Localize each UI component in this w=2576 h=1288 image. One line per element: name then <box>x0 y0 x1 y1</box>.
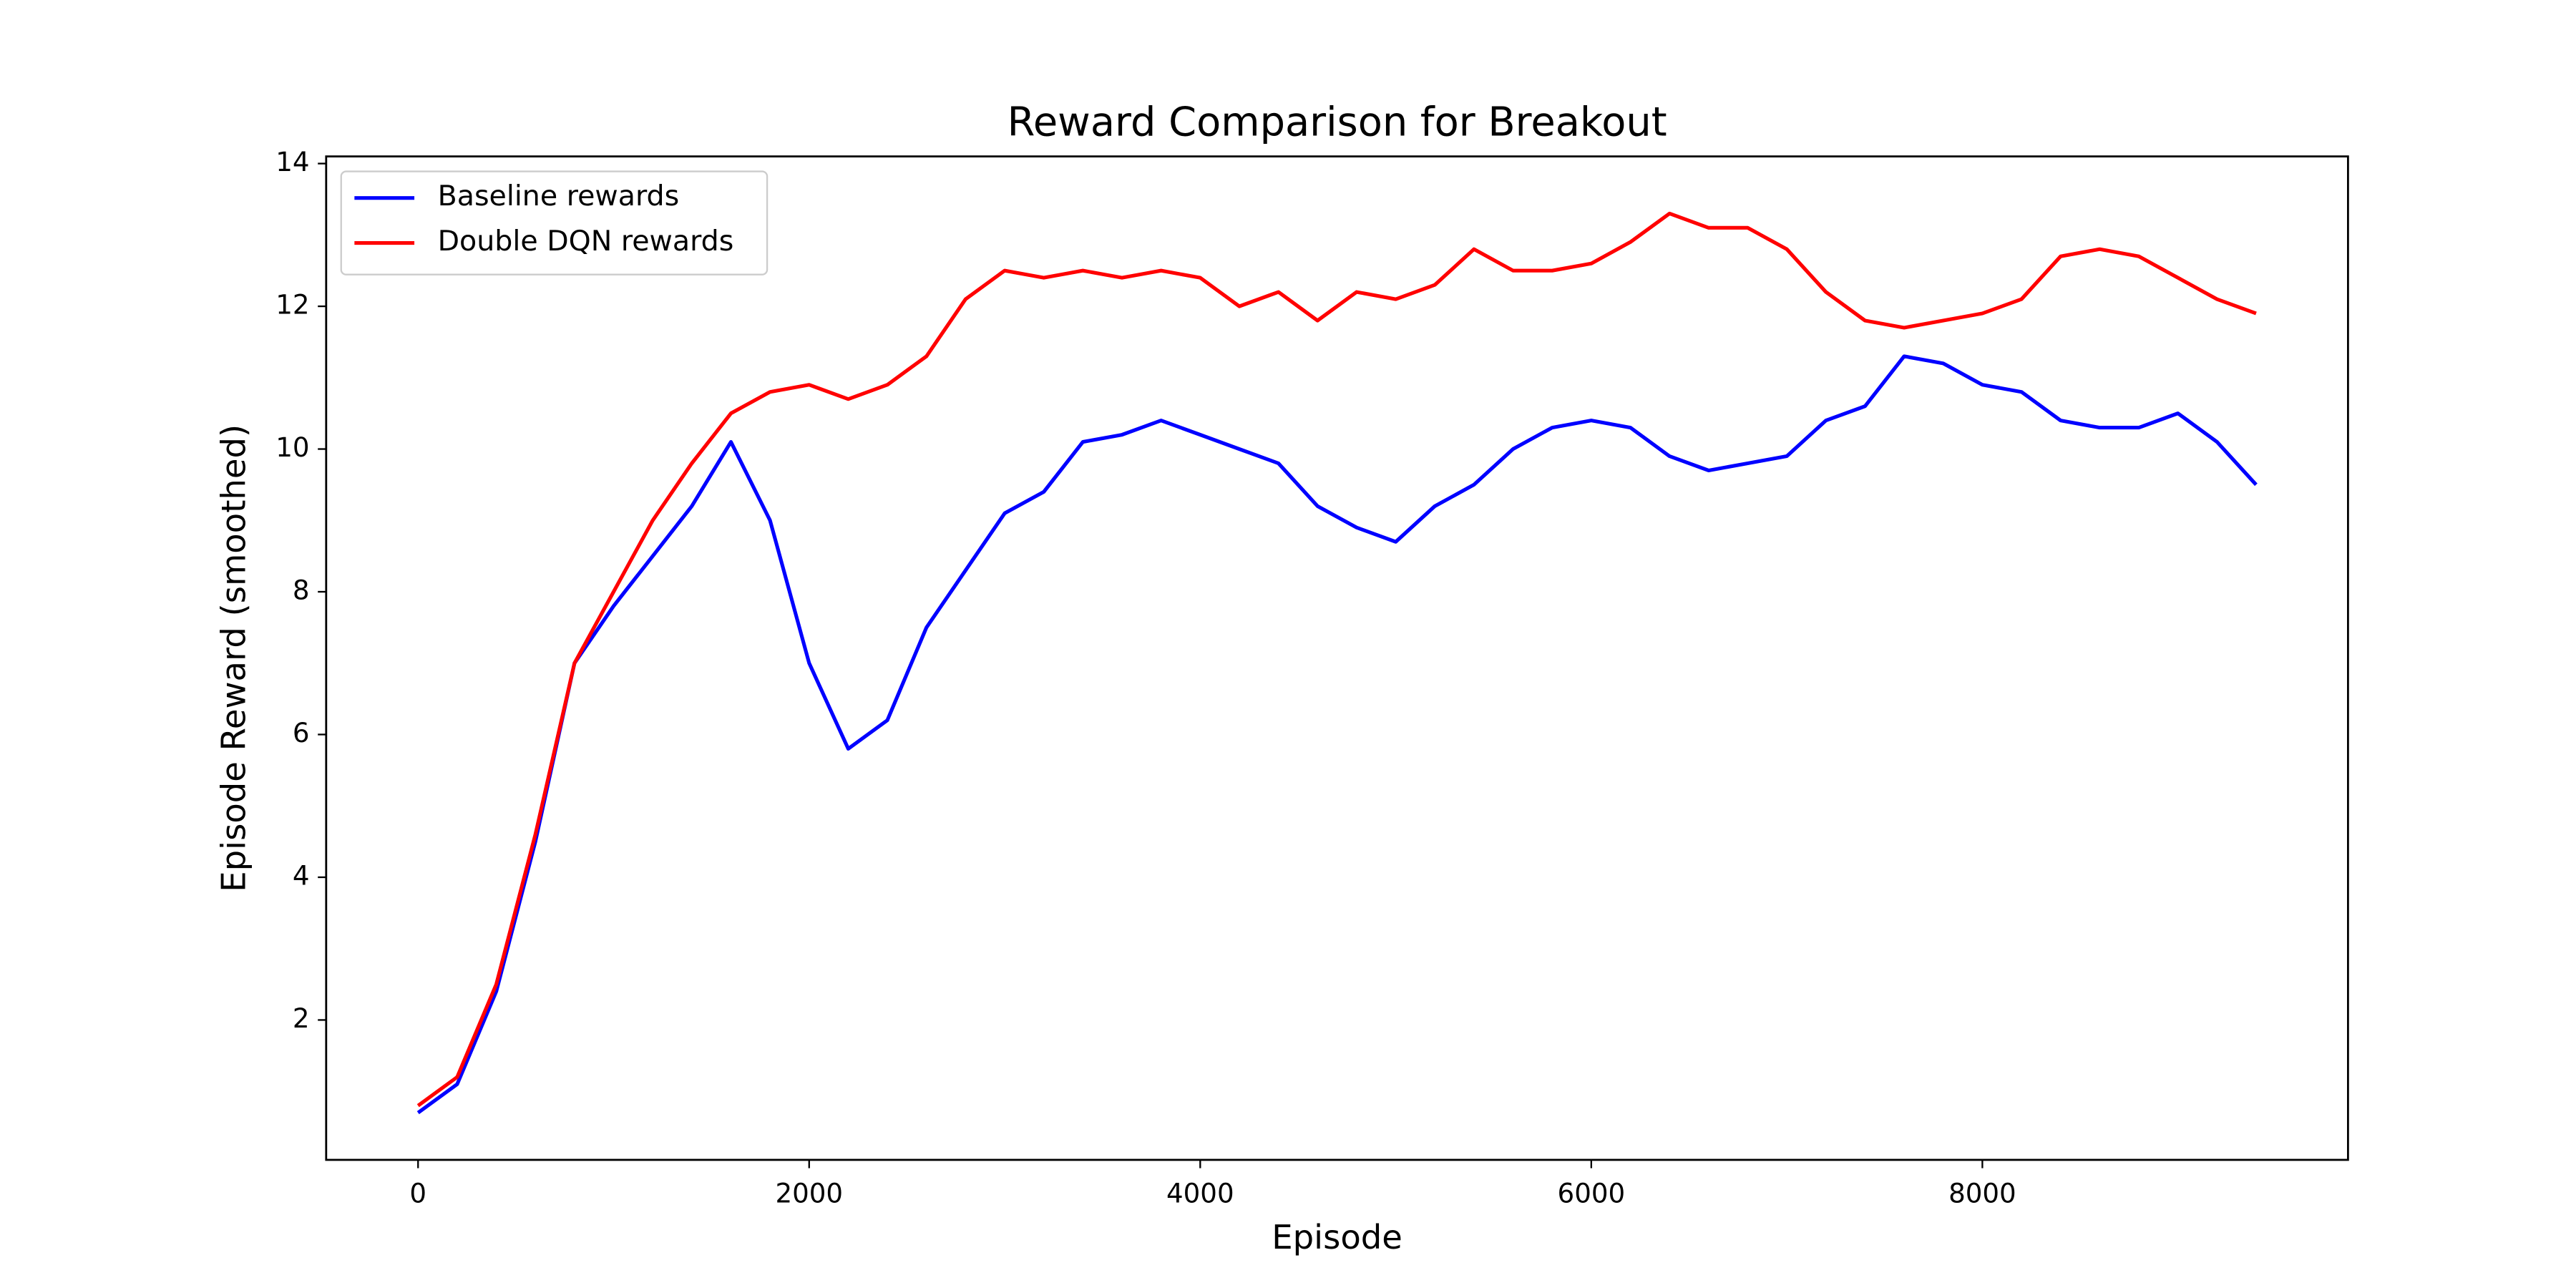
y-tick-label: 14 <box>275 146 309 177</box>
y-tick-label: 10 <box>275 431 309 463</box>
legend-label: Double DQN rewards <box>438 225 734 258</box>
chart-title: Reward Comparison for Breakout <box>1008 99 1667 146</box>
series-line <box>416 211 2257 1108</box>
x-tick-label: 8000 <box>1948 1177 2016 1209</box>
legend-box <box>340 170 769 275</box>
x-tick-label: 6000 <box>1558 1177 1626 1209</box>
y-tick-label: 12 <box>275 289 309 321</box>
y-tick-label: 6 <box>293 717 310 748</box>
series-line <box>416 354 2258 1115</box>
x-axis-label: Episode <box>1272 1218 1402 1257</box>
y-axis-label: Episode Reward (smoothed) <box>215 424 253 892</box>
x-tick-label: 4000 <box>1166 1177 1234 1209</box>
y-tick-label: 8 <box>293 575 310 606</box>
y-tick-label: 2 <box>293 1002 310 1034</box>
x-tick-label: 0 <box>409 1177 426 1209</box>
y-tick-label: 4 <box>293 859 310 891</box>
plot-frame <box>325 155 2349 1161</box>
x-tick-label: 2000 <box>775 1177 843 1209</box>
legend-label: Baseline rewards <box>438 180 680 213</box>
